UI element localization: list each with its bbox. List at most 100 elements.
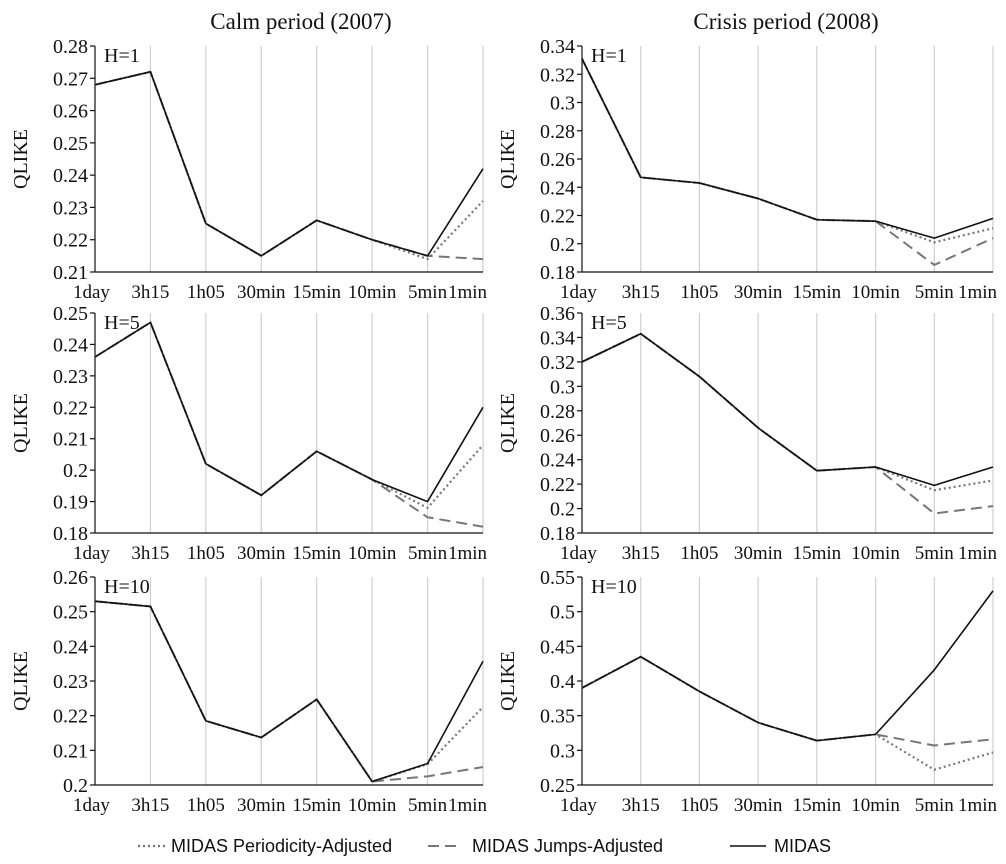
y-tick-label: 0.18: [540, 262, 575, 284]
panel-label: H=5: [104, 312, 140, 334]
x-tick-label: 1h05: [680, 795, 718, 816]
series-line-dotted: [94, 321, 484, 509]
y-tick-label: 0.24: [53, 334, 88, 356]
x-tick-label: 3h15: [131, 543, 169, 564]
y-tick-label: 0.45: [540, 636, 575, 658]
y-tick-label: 0.22: [53, 230, 88, 252]
y-axis-label: QLIKE: [10, 129, 32, 189]
x-tick-label: 1min: [448, 282, 488, 303]
y-tick-label: 0.4: [550, 671, 575, 693]
x-tick-label: 10min: [851, 543, 900, 564]
y-tick-label: 0.34: [540, 327, 575, 349]
y-tick-label: 0.3: [550, 376, 575, 398]
y-tick-label: 0.19: [53, 492, 88, 514]
y-axis-label: QLIKE: [10, 651, 32, 711]
x-tick-label: 15min: [292, 795, 341, 816]
y-tick-label: 0.28: [540, 401, 575, 423]
x-tick-label: 5min: [408, 282, 448, 303]
x-tick-label: 15min: [793, 282, 842, 303]
x-tick-label: 1h05: [187, 543, 225, 564]
x-tick-label: 10min: [348, 795, 397, 816]
chart-panel-2: 0.18 0.2 0.22 0.24 0.26 0.28 0.3 0.32 0.34 1day 3h…: [497, 36, 997, 303]
y-tick-label: 0.55: [540, 567, 575, 589]
y-tick-label: 0.22: [53, 706, 88, 728]
x-tick-label: 3h15: [622, 795, 660, 816]
chart-panel-3: 0.18 0.19 0.2 0.21 0.22 0.23 0.24 0.25 1day 3h15 1…: [10, 303, 487, 564]
y-tick-label: 0.28: [53, 36, 88, 58]
y-tick-label: 0.25: [53, 133, 88, 155]
y-tick-label: 0.26: [53, 101, 88, 123]
y-tick-label: 0.32: [540, 64, 575, 86]
series-line-dotted: [581, 332, 994, 492]
x-tick-label: 3h15: [131, 795, 169, 816]
chart-panel-1: 0.21 0.22 0.23 0.24 0.25 0.26 0.27 0.28 1day 3h15…: [10, 36, 487, 303]
y-tick-label: 0.23: [53, 671, 88, 693]
y-tick-label: 0.23: [53, 366, 88, 388]
y-tick-label: 0.25: [540, 775, 575, 797]
y-tick-label: 0.26: [53, 567, 88, 589]
x-tick-label: 1h05: [680, 282, 718, 303]
x-tick-label: 30min: [237, 282, 286, 303]
panels-group: 0.21 0.22 0.23 0.24 0.25 0.26 0.27 0.28 1day 3h15…: [10, 36, 997, 816]
series-line-solid: [94, 600, 484, 783]
x-tick-label: 10min: [851, 795, 900, 816]
legend: MIDAS Periodicity-Adjusted MIDAS Jumps-Ad…: [138, 836, 831, 856]
x-tick-label: 1day: [73, 543, 110, 564]
y-tick-label: 0.2: [550, 499, 575, 521]
x-tick-label: 1day: [560, 543, 597, 564]
y-tick-label: 0.25: [53, 602, 88, 624]
y-tick-label: 0.24: [540, 450, 575, 472]
y-tick-label: 0.24: [53, 165, 88, 187]
x-tick-label: 3h15: [622, 543, 660, 564]
legend-label: MIDAS Jumps-Adjusted: [472, 836, 663, 856]
y-tick-label: 0.18: [540, 523, 575, 545]
series-line-solid: [581, 590, 994, 742]
x-tick-label: 10min: [348, 282, 397, 303]
legend-label: MIDAS: [774, 836, 831, 856]
y-tick-label: 0.22: [540, 474, 575, 496]
x-tick-label: 1min: [958, 282, 998, 303]
y-tick-label: 0.26: [540, 425, 575, 447]
y-tick-label: 0.24: [540, 177, 575, 199]
x-tick-label: 10min: [851, 282, 900, 303]
x-tick-label: 1day: [73, 795, 110, 816]
y-tick-label: 0.2: [63, 460, 88, 482]
x-tick-label: 1day: [560, 795, 597, 816]
x-tick-label: 5min: [408, 543, 448, 564]
y-tick-label: 0.26: [540, 149, 575, 171]
y-tick-label: 0.3: [550, 93, 575, 115]
y-tick-label: 0.23: [53, 197, 88, 219]
series-line-dotted: [94, 70, 484, 261]
y-tick-label: 0.2: [550, 234, 575, 256]
y-axis-label: QLIKE: [497, 393, 519, 453]
y-tick-label: 0.3: [550, 740, 575, 762]
panel-label: H=1: [591, 45, 627, 67]
y-tick-label: 0.21: [53, 429, 88, 451]
panel-label: H=10: [591, 576, 637, 598]
series-line-dashed: [94, 600, 484, 783]
x-tick-label: 30min: [237, 795, 286, 816]
x-tick-label: 1h05: [680, 543, 718, 564]
x-tick-label: 1min: [448, 795, 488, 816]
y-tick-label: 0.5: [550, 602, 575, 624]
legend-label: MIDAS Periodicity-Adjusted: [171, 836, 392, 856]
y-tick-label: 0.21: [53, 262, 88, 284]
y-tick-label: 0.18: [53, 523, 88, 545]
panel-label: H=10: [104, 576, 150, 598]
column-title-calm: Calm period (2007): [210, 9, 391, 34]
series-line-dotted: [581, 58, 994, 244]
x-tick-label: 10min: [348, 543, 397, 564]
y-axis-label: QLIKE: [497, 129, 519, 189]
y-tick-label: 0.25: [53, 303, 88, 325]
x-tick-label: 5min: [915, 795, 955, 816]
x-tick-label: 5min: [915, 282, 955, 303]
y-tick-label: 0.24: [53, 636, 88, 658]
x-tick-label: 30min: [734, 795, 783, 816]
series-line-dashed: [581, 332, 994, 515]
y-tick-label: 0.35: [540, 706, 575, 728]
y-tick-label: 0.36: [540, 303, 575, 325]
y-tick-label: 0.2: [63, 775, 88, 797]
y-tick-label: 0.22: [53, 397, 88, 419]
x-tick-label: 1day: [560, 282, 597, 303]
series-line-solid: [94, 71, 484, 257]
